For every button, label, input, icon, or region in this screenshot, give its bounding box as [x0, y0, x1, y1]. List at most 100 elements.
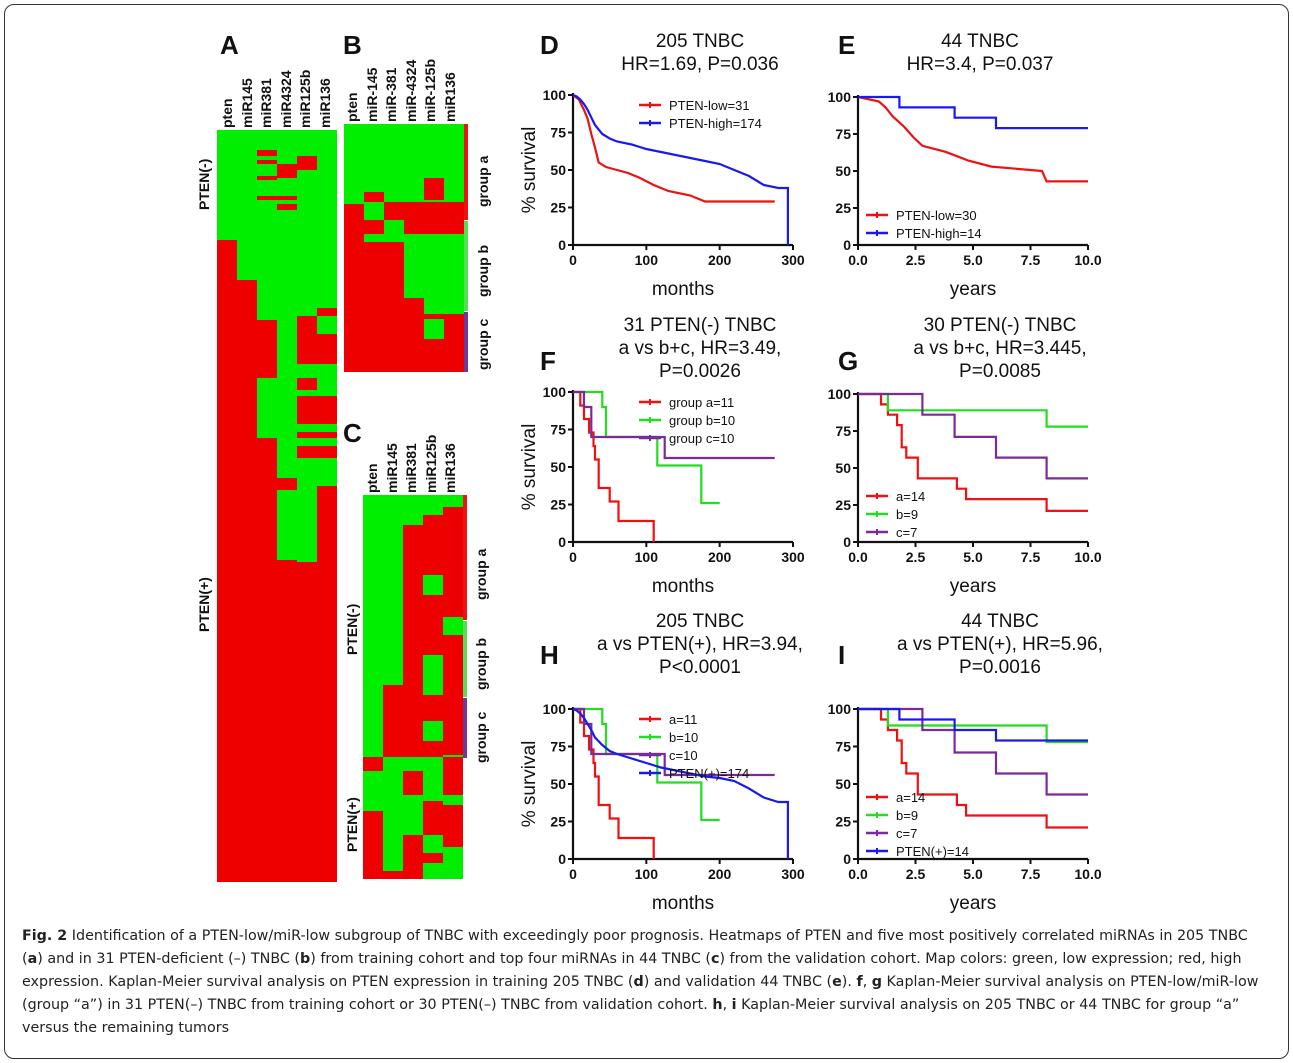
survival-curve: [572, 707, 789, 859]
x-tick-label: 0: [569, 866, 577, 882]
caption-segment: g: [871, 974, 883, 990]
heatmap-cell: [423, 863, 443, 879]
y-tick-label: 50: [835, 460, 851, 476]
heatmap-c-row-label-pten-pos: PTEN(+): [344, 797, 360, 852]
heatmap-cell: [317, 406, 337, 412]
legend-label: b=9: [896, 808, 918, 823]
caption-body: Identification of a PTEN-low/miR-low sub…: [22, 928, 1258, 1036]
x-tick-label: 5.0: [963, 549, 983, 565]
heatmap-cell: [317, 478, 337, 488]
chart-f-title-line-3: P=0.0026: [659, 361, 741, 382]
x-tick-label: 200: [708, 252, 732, 268]
figure-caption: Fig. 2 Identification of a PTEN-low/miR-…: [22, 925, 1272, 1040]
heatmap-cell: [364, 202, 384, 220]
heatmap-cell: [424, 178, 444, 200]
km-chart-i: 0 25 50 75 100 0.0 2.5 5.0 7.5 10.0 years a=14 b=9 c=…: [828, 701, 1102, 914]
x-tick-label: 200: [708, 549, 732, 565]
heatmap-cell: [384, 242, 404, 262]
legend-label: group b=10: [669, 413, 735, 428]
survival-curve: [573, 390, 775, 460]
chart-f-title-line-1: 31 PTEN(-) TNBC: [623, 315, 777, 336]
survival-curve: [572, 93, 789, 245]
chart-e-title-line-1: 44 TNBC: [941, 31, 1019, 52]
heatmap-cell: [277, 334, 297, 364]
group-b-label-c: group b: [473, 637, 489, 690]
heatmap-column-label: miR-125b: [422, 58, 438, 122]
heatmap-cell: [383, 757, 443, 771]
y-tick-label: 75: [835, 126, 851, 142]
x-axis-label: years: [950, 893, 996, 914]
heatmap-c: [363, 495, 463, 879]
chart-i-title-line-2: a vs PTEN(+), HR=5.96,: [897, 634, 1103, 655]
x-tick-label: 7.5: [1021, 252, 1041, 268]
heatmap-cell: [317, 308, 337, 316]
legend-label: c=10: [669, 748, 698, 763]
x-tick-label: 2.5: [906, 866, 926, 882]
heatmap-cell: [443, 635, 463, 755]
x-tick-label: 2.5: [906, 252, 926, 268]
caption-segment: b: [300, 951, 311, 967]
legend-label: group a=11: [669, 395, 734, 410]
group-a-label-c: group a: [473, 548, 489, 600]
legend-label: PTEN-low=30: [896, 208, 977, 223]
caption-segment: f: [856, 974, 863, 990]
km-chart-f: 0 25 50 75 100 0 100 200 300 months % survival grou…: [519, 384, 805, 597]
y-tick-label: 100: [543, 87, 567, 103]
chart-h-title-line-2: a vs PTEN(+), HR=3.94,: [597, 634, 803, 655]
y-tick-label: 0: [843, 237, 851, 253]
heatmap-cell: [443, 847, 463, 879]
y-tick-label: 0: [558, 237, 566, 253]
heatmap-column-label: miR381: [258, 78, 274, 128]
heatmap-cell: [364, 192, 384, 202]
chart-h-title: 205 TNBC a vs PTEN(+), HR=3.94, P<0.0001: [570, 610, 830, 679]
chart-g-title-line-2: a vs b+c, HR=3.445,: [913, 338, 1087, 359]
panel-letter-h: H: [540, 640, 559, 670]
group-c-bar-b: [464, 312, 468, 372]
group-c-label-b: group c: [475, 318, 491, 370]
panel-letter-a: A: [220, 30, 239, 60]
y-tick-label: 100: [543, 701, 567, 717]
heatmap-cell: [404, 266, 424, 296]
x-axis-label: months: [652, 279, 714, 300]
heatmap-cell: [383, 811, 403, 871]
y-tick-label: 50: [835, 776, 851, 792]
heatmap-a: [217, 130, 337, 882]
survival-curve: [573, 707, 655, 859]
survival-curve: [573, 707, 775, 777]
heatmap-cell: [257, 160, 277, 164]
x-tick-label: 10.0: [1074, 252, 1101, 268]
heatmap-cell: [384, 220, 404, 234]
panel-letter-c: C: [343, 418, 362, 448]
heatmap-column-label: miR136: [316, 78, 333, 128]
chart-i-title-line-1: 44 TNBC: [961, 611, 1039, 632]
heatmap-cell: [364, 234, 464, 242]
chart-i-title: 44 TNBC a vs PTEN(+), HR=5.96, P=0.0016: [860, 610, 1140, 679]
caption-segment: Identification of a PTEN-low/miR-low sub…: [22, 928, 1248, 967]
caption-segment: c: [710, 951, 720, 967]
group-b-bar-b: [464, 221, 468, 311]
x-tick-label: 0: [569, 252, 577, 268]
panel-letter-d: D: [540, 30, 559, 60]
x-tick-label: 100: [635, 252, 659, 268]
heatmap-cell: [363, 771, 403, 811]
chart-e-title: 44 TNBC HR=3.4, P=0.037: [860, 30, 1100, 76]
x-tick-label: 10.0: [1074, 549, 1101, 565]
heatmap-cell: [423, 771, 443, 801]
caption-segment: ,: [722, 997, 732, 1013]
heatmap-column-label: miR145: [383, 443, 400, 493]
heatmap-cell: [257, 150, 277, 156]
x-tick-label: 300: [781, 252, 805, 268]
survival-curve: [858, 707, 1088, 796]
heatmap-a-row-label-pten-neg: PTEN(-): [196, 158, 212, 210]
chart-d-title-line-1: 205 TNBC: [655, 31, 745, 52]
y-tick-label: 100: [828, 89, 852, 105]
caption-segment: i: [731, 997, 737, 1013]
heatmap-cell: [297, 446, 337, 458]
heatmap-column-label: miR136: [441, 72, 458, 122]
heatmap-cell: [217, 130, 337, 240]
survival-curve: [857, 95, 1088, 183]
y-tick-label: 25: [835, 200, 851, 216]
y-tick-label: 50: [550, 162, 566, 178]
legend-label: a=14: [896, 489, 925, 504]
km-chart-h: 0 25 50 75 100 0 100 200 300 months % survival a=11…: [519, 701, 805, 914]
